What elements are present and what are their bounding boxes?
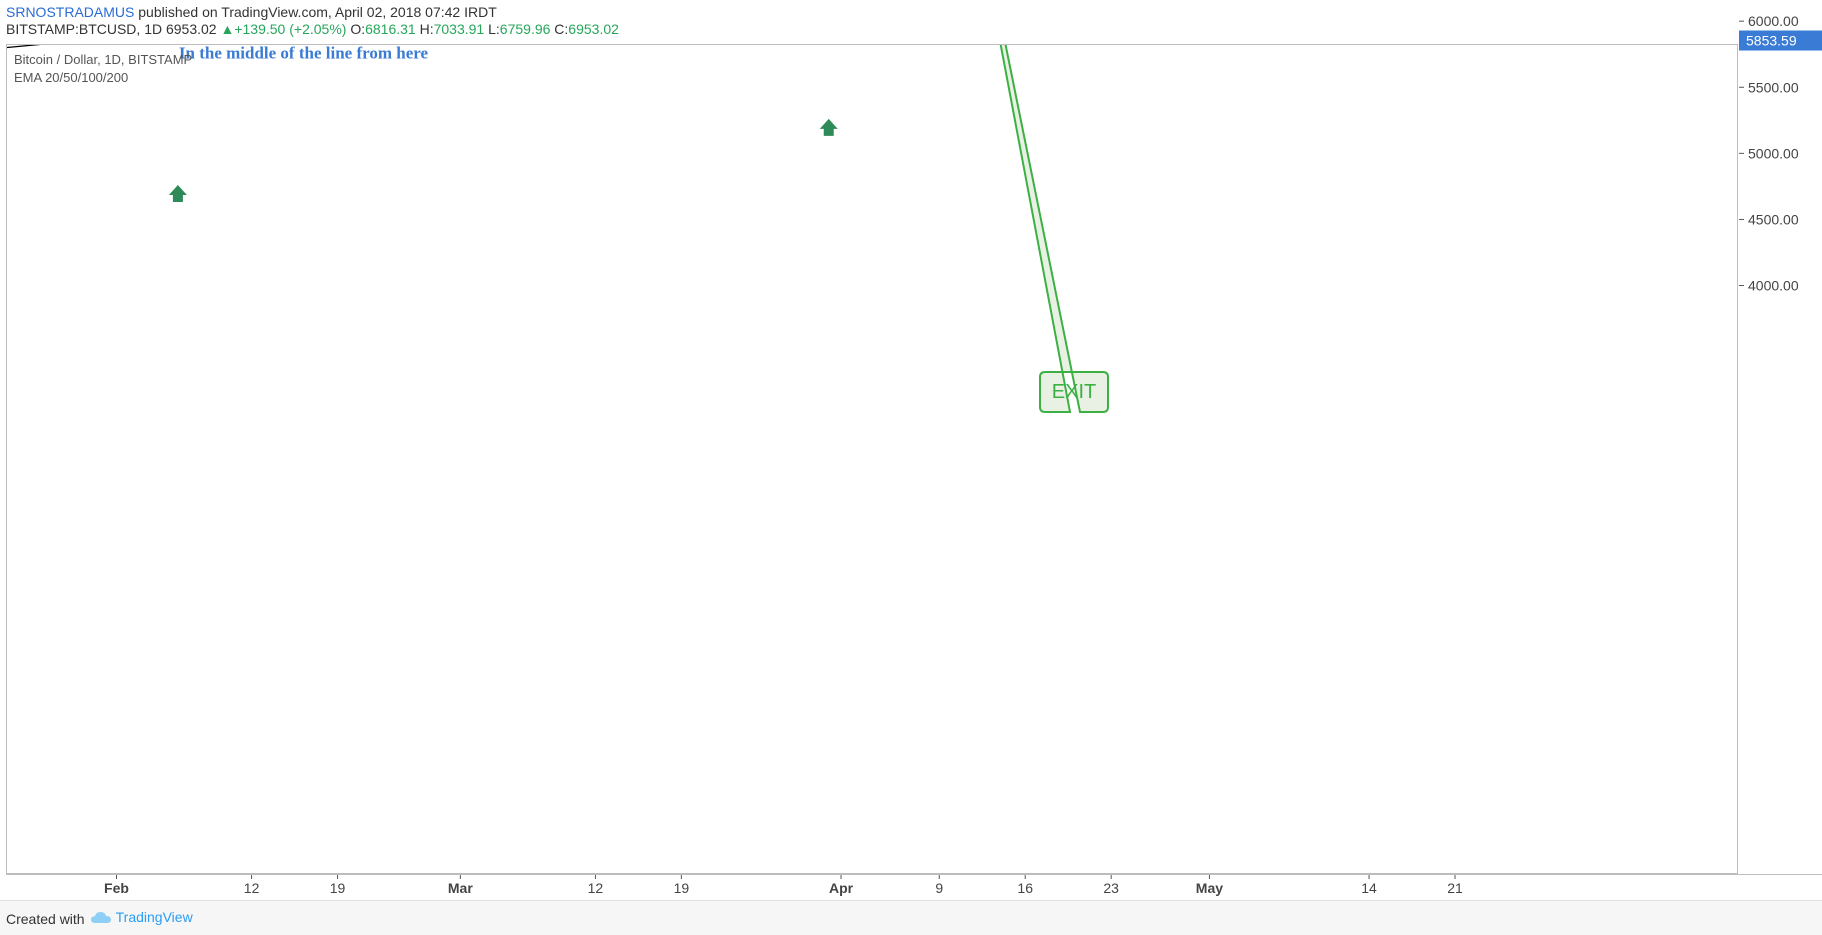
open-value: 6816.31 (365, 21, 416, 37)
legend-indicator[interactable]: EMA 20/50/100/200 (14, 70, 129, 85)
close-label: C: (554, 21, 569, 37)
chart-header: SRNOSTRADAMUS published on TradingView.c… (0, 0, 1822, 44)
author-link[interactable]: SRNOSTRADAMUS (6, 4, 135, 20)
ohlc-bar: BITSTAMP:BTCUSD, 1D 6953.02 ▲+139.50 (+2… (6, 21, 619, 37)
chart-pane[interactable] (6, 44, 1738, 874)
legend-title: Bitcoin / Dollar, 1D, BITSTAMP (14, 52, 193, 67)
price-change: ▲+139.50 (+2.05%) (220, 21, 347, 37)
publish-info: SRNOSTRADAMUS published on TradingView.c… (6, 4, 497, 20)
close-value: 6953.02 (568, 21, 619, 37)
last-price: 6953.02 (165, 21, 217, 37)
price-axis[interactable] (1739, 44, 1822, 874)
created-with-text: Created with (6, 911, 85, 927)
time-axis[interactable] (6, 874, 1822, 901)
cloud-icon (91, 912, 111, 924)
chart-legend: Bitcoin / Dollar, 1D, BITSTAMP EMA 20/50… (14, 51, 192, 87)
low-label: L: (488, 21, 500, 37)
footer: Created with TradingView (0, 900, 1822, 935)
high-label: H: (419, 21, 434, 37)
low-value: 6759.96 (499, 21, 551, 37)
symbol-label: BITSTAMP:BTCUSD, 1D (6, 21, 163, 37)
publish-text: published on TradingView.com, April 02, … (138, 4, 497, 20)
open-label: O: (350, 21, 366, 37)
tradingview-logo[interactable]: TradingView (90, 909, 193, 925)
tradingview-brand: TradingView (115, 909, 193, 925)
high-value: 7033.91 (433, 21, 485, 37)
